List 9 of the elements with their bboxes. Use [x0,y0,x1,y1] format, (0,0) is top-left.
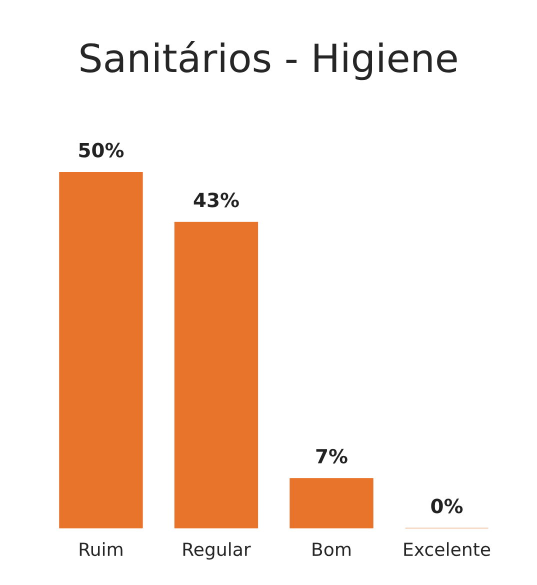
data-label: 7% [316,448,348,464]
data-label: 50% [79,142,124,158]
x-tick-label: Ruim [80,542,122,556]
data-label: 0% [431,498,463,514]
x-tick-label: Excelente [404,542,490,556]
x-tick-label: Bom [312,542,350,556]
data-label: 43% [194,192,239,208]
chart-title: Sanitários - Higiene [80,40,457,80]
x-tick-label: Regular [183,542,251,560]
